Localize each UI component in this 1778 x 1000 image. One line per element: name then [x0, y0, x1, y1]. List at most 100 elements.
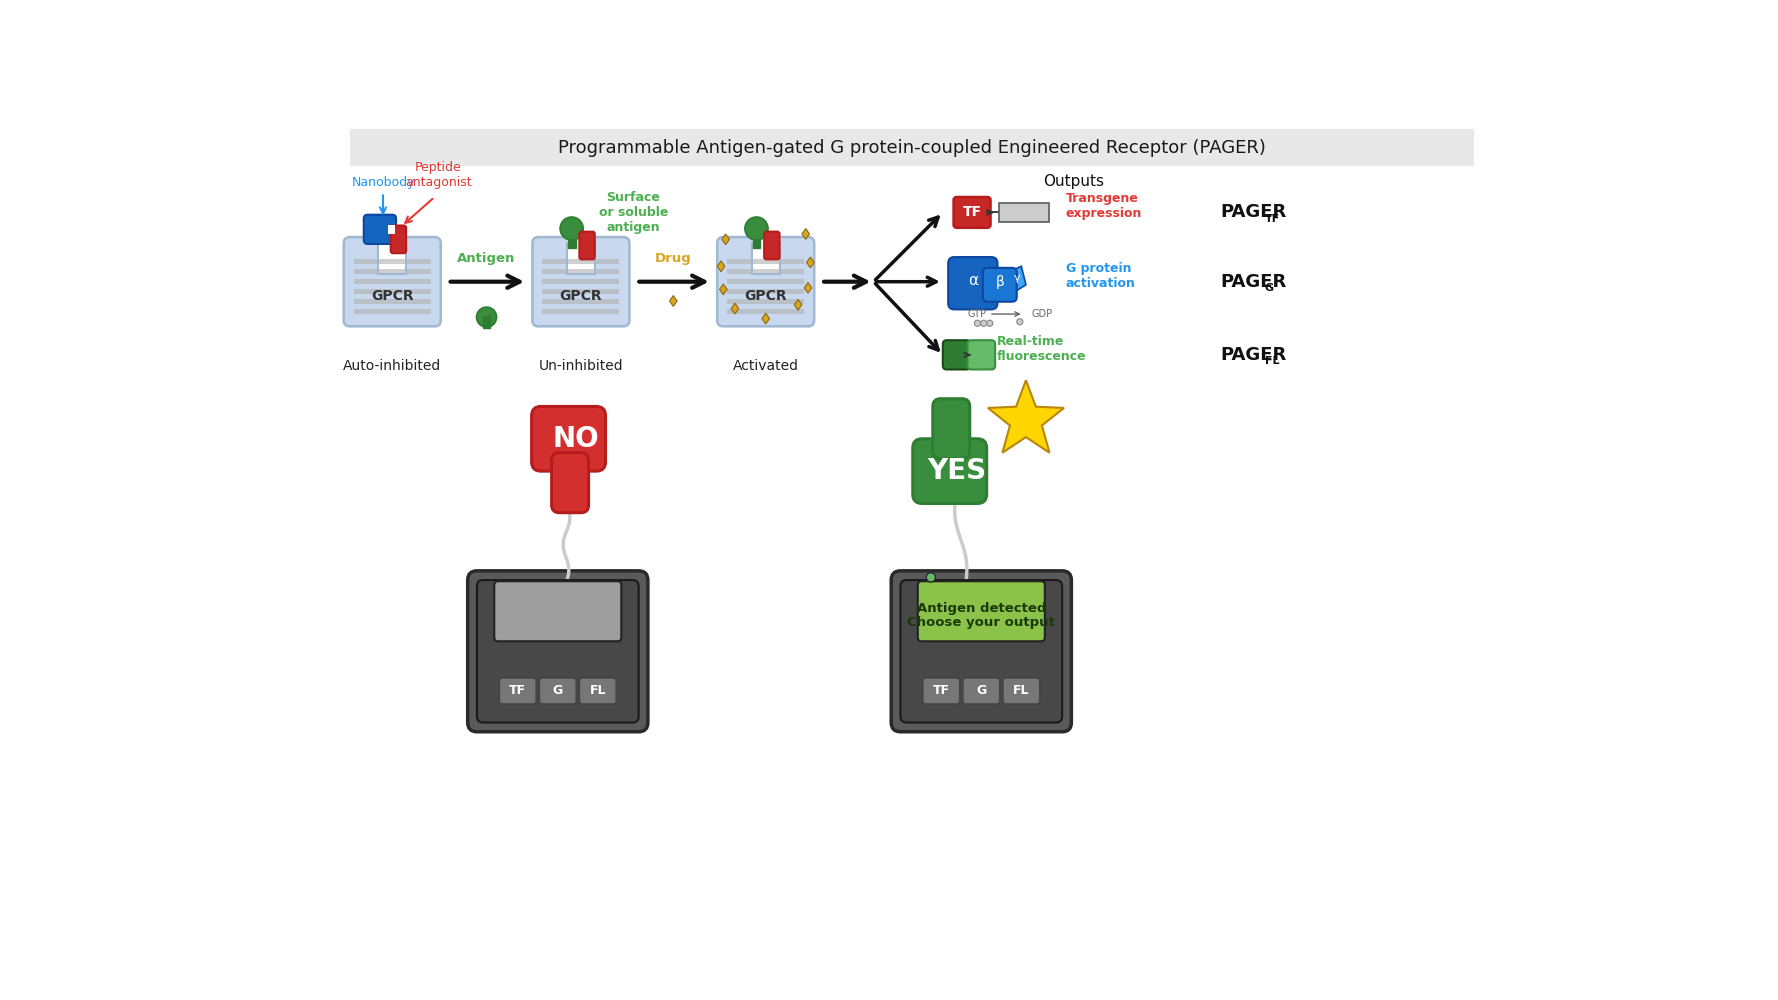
- Bar: [542, 309, 619, 314]
- Text: Real-time
fluorescence: Real-time fluorescence: [997, 335, 1086, 363]
- Polygon shape: [807, 257, 814, 268]
- Text: GPCR: GPCR: [560, 289, 603, 303]
- FancyBboxPatch shape: [964, 678, 999, 704]
- FancyBboxPatch shape: [942, 340, 971, 369]
- Text: TF: TF: [962, 205, 981, 219]
- FancyBboxPatch shape: [580, 232, 596, 259]
- Circle shape: [745, 217, 768, 240]
- Bar: [354, 279, 430, 284]
- Text: G: G: [976, 684, 987, 697]
- FancyBboxPatch shape: [532, 406, 606, 471]
- Text: PAGER: PAGER: [1220, 273, 1285, 291]
- FancyBboxPatch shape: [494, 581, 621, 641]
- FancyBboxPatch shape: [1003, 678, 1040, 704]
- Text: GPCR: GPCR: [372, 289, 414, 303]
- Text: FL: FL: [1013, 684, 1029, 697]
- FancyBboxPatch shape: [948, 257, 997, 309]
- Text: Un-inhibited: Un-inhibited: [539, 359, 624, 373]
- Text: GTP: GTP: [967, 309, 987, 319]
- Bar: [727, 259, 804, 264]
- Bar: [482, 316, 491, 328]
- Circle shape: [987, 320, 992, 326]
- Circle shape: [1017, 319, 1022, 325]
- Bar: [542, 289, 619, 294]
- Polygon shape: [731, 303, 738, 314]
- Polygon shape: [802, 229, 809, 239]
- Bar: [354, 259, 430, 264]
- Text: TF: TF: [509, 684, 526, 697]
- Bar: [542, 269, 619, 274]
- Polygon shape: [720, 284, 727, 295]
- Text: Surface
or soluble
antigen: Surface or soluble antigen: [599, 191, 669, 234]
- Bar: [727, 309, 804, 314]
- Text: FL: FL: [590, 684, 606, 697]
- Polygon shape: [1008, 266, 1026, 292]
- FancyBboxPatch shape: [933, 399, 969, 459]
- FancyBboxPatch shape: [551, 453, 589, 513]
- Text: TF: TF: [933, 684, 949, 697]
- Bar: [354, 289, 430, 294]
- Text: GPCR: GPCR: [745, 289, 788, 303]
- Circle shape: [477, 307, 496, 327]
- Circle shape: [560, 217, 583, 240]
- Circle shape: [926, 573, 935, 582]
- Bar: [379, 239, 405, 274]
- Bar: [388, 225, 395, 234]
- Text: PAGER: PAGER: [1220, 346, 1285, 364]
- Bar: [752, 239, 779, 274]
- Bar: [567, 239, 596, 274]
- Bar: [354, 299, 430, 304]
- Bar: [752, 232, 761, 248]
- Text: Drug: Drug: [654, 252, 692, 265]
- Polygon shape: [670, 296, 677, 306]
- Polygon shape: [989, 380, 1063, 453]
- FancyBboxPatch shape: [580, 678, 617, 704]
- Bar: [727, 289, 804, 294]
- FancyBboxPatch shape: [923, 678, 960, 704]
- Bar: [354, 269, 430, 274]
- Text: PAGER: PAGER: [1220, 203, 1285, 221]
- Bar: [727, 269, 804, 274]
- FancyBboxPatch shape: [343, 237, 441, 326]
- FancyBboxPatch shape: [953, 197, 990, 228]
- Text: Programmable Antigen-gated G protein-coupled Engineered Receptor (PAGER): Programmable Antigen-gated G protein-cou…: [558, 139, 1266, 157]
- FancyBboxPatch shape: [364, 215, 396, 244]
- Text: G protein
activation: G protein activation: [1067, 262, 1136, 290]
- FancyBboxPatch shape: [891, 571, 1072, 732]
- Text: YES: YES: [926, 457, 987, 485]
- Polygon shape: [763, 313, 770, 324]
- Text: Peptide
antagonist: Peptide antagonist: [405, 161, 471, 189]
- Bar: [727, 299, 804, 304]
- Circle shape: [974, 320, 980, 326]
- Text: Antigen detected: Antigen detected: [917, 602, 1045, 615]
- Bar: [350, 129, 1474, 166]
- Text: β: β: [996, 275, 1005, 289]
- Text: Activated: Activated: [733, 359, 798, 373]
- FancyBboxPatch shape: [468, 571, 647, 732]
- Polygon shape: [795, 299, 802, 310]
- Text: α: α: [967, 273, 978, 288]
- Text: Antigen: Antigen: [457, 252, 516, 265]
- Bar: [542, 259, 619, 264]
- Polygon shape: [804, 282, 813, 293]
- Bar: [999, 203, 1049, 222]
- Text: NO: NO: [553, 425, 599, 453]
- Bar: [727, 279, 804, 284]
- Text: TF: TF: [1264, 214, 1280, 224]
- Polygon shape: [717, 261, 725, 272]
- FancyBboxPatch shape: [983, 268, 1017, 302]
- Bar: [542, 279, 619, 284]
- FancyBboxPatch shape: [539, 678, 576, 704]
- FancyBboxPatch shape: [967, 340, 996, 369]
- FancyBboxPatch shape: [500, 678, 537, 704]
- FancyBboxPatch shape: [912, 439, 987, 503]
- Text: Nanobody: Nanobody: [352, 176, 414, 189]
- FancyBboxPatch shape: [900, 580, 1061, 723]
- FancyBboxPatch shape: [391, 225, 405, 253]
- Circle shape: [980, 320, 987, 326]
- Text: Outputs: Outputs: [1044, 174, 1104, 189]
- Text: Transgene
expression: Transgene expression: [1067, 192, 1143, 220]
- Text: GDP: GDP: [1031, 309, 1053, 319]
- Polygon shape: [722, 234, 729, 245]
- FancyBboxPatch shape: [917, 581, 1045, 641]
